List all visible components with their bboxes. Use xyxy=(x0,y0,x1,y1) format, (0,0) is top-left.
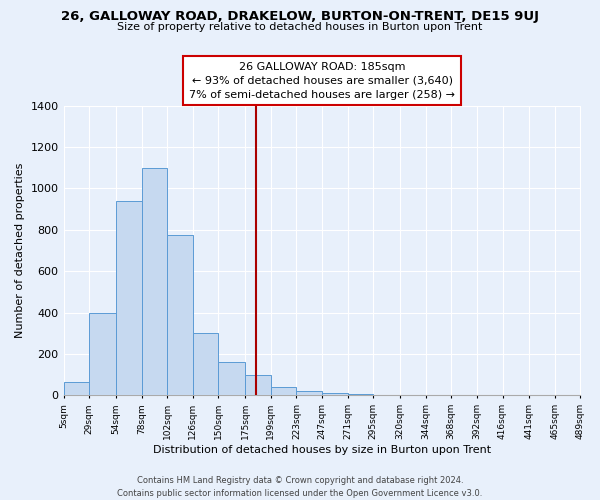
Bar xyxy=(89,312,116,396)
Bar xyxy=(142,168,167,396)
Bar xyxy=(296,392,322,396)
Bar xyxy=(218,362,245,396)
Bar xyxy=(193,334,218,396)
Y-axis label: Number of detached properties: Number of detached properties xyxy=(15,163,25,338)
Bar xyxy=(322,394,347,396)
Bar xyxy=(245,374,271,396)
Text: 26, GALLOWAY ROAD, DRAKELOW, BURTON-ON-TRENT, DE15 9UJ: 26, GALLOWAY ROAD, DRAKELOW, BURTON-ON-T… xyxy=(61,10,539,23)
Text: Contains HM Land Registry data © Crown copyright and database right 2024.
Contai: Contains HM Land Registry data © Crown c… xyxy=(118,476,482,498)
Bar xyxy=(347,394,373,396)
Text: 26 GALLOWAY ROAD: 185sqm
← 93% of detached houses are smaller (3,640)
7% of semi: 26 GALLOWAY ROAD: 185sqm ← 93% of detach… xyxy=(189,62,455,100)
Bar xyxy=(373,395,400,396)
Bar xyxy=(116,201,142,396)
Bar xyxy=(271,387,296,396)
Bar xyxy=(167,235,193,396)
Bar xyxy=(64,382,89,396)
Text: Size of property relative to detached houses in Burton upon Trent: Size of property relative to detached ho… xyxy=(118,22,482,32)
X-axis label: Distribution of detached houses by size in Burton upon Trent: Distribution of detached houses by size … xyxy=(153,445,491,455)
